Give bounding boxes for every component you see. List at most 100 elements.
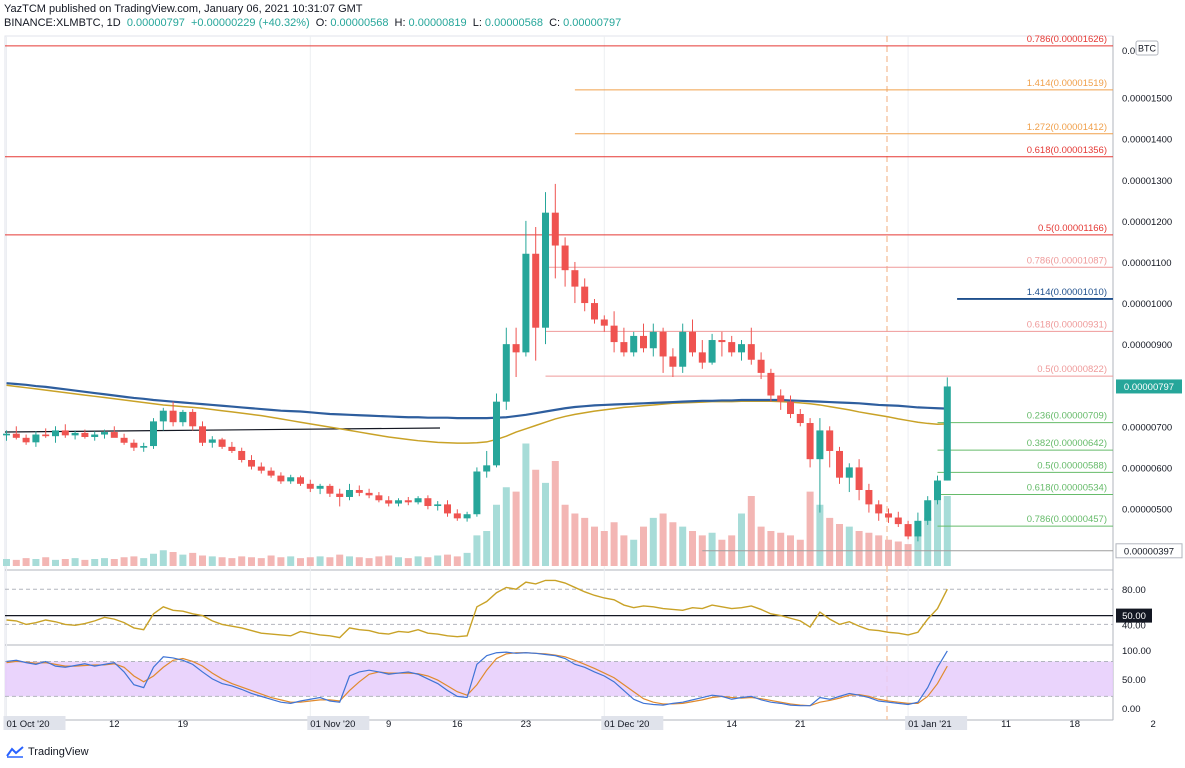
volume-bar	[199, 555, 206, 566]
volume-bar	[591, 526, 598, 566]
candle-body	[248, 460, 255, 467]
volume-bar	[620, 535, 628, 566]
candle-body	[728, 342, 736, 353]
volume-bar	[894, 541, 902, 566]
volume-bar	[228, 558, 236, 566]
fib-level-label: 0.5(0.00001166)	[1038, 223, 1107, 234]
stoch-band	[5, 661, 1113, 697]
candle-body	[581, 286, 589, 304]
candle-body	[22, 437, 30, 443]
candle-body	[502, 344, 510, 402]
candle-body	[894, 517, 902, 525]
volume-bar	[257, 558, 265, 566]
open-label: O:	[315, 17, 328, 29]
volume-bar	[542, 482, 549, 566]
price-tick-label: 0.00001300	[1122, 176, 1172, 187]
candle-body	[61, 430, 69, 436]
candle-body	[3, 433, 10, 436]
volume-bar	[346, 556, 353, 566]
volume-bar	[208, 556, 216, 566]
volume-bar	[473, 535, 481, 566]
candle-body	[649, 331, 657, 349]
price-tick-label: 0.00000500	[1122, 504, 1172, 515]
candle-body	[199, 426, 206, 443]
volume-bar	[532, 469, 540, 566]
volume-bar	[845, 526, 853, 566]
volume-bar	[267, 555, 275, 566]
volume-bar	[924, 517, 932, 566]
time-tick-label: 18	[1069, 719, 1080, 730]
time-month-chip	[601, 716, 664, 730]
volume-bar	[287, 556, 295, 566]
volume-bar	[640, 526, 647, 566]
ma100-line	[6, 384, 948, 444]
candle-body	[532, 253, 540, 328]
candle-body	[110, 432, 118, 438]
candle-body	[659, 331, 667, 357]
volume-bar	[463, 552, 471, 566]
volume-bar	[571, 513, 579, 566]
candle-body	[189, 411, 197, 427]
candle-body	[208, 439, 216, 443]
candle-body	[943, 386, 951, 481]
volume-bar	[551, 461, 559, 566]
candle-body	[434, 504, 442, 507]
candle-body	[679, 331, 687, 367]
time-tick-label: 01 Nov '20	[310, 719, 355, 730]
time-tick-label: 12	[109, 719, 120, 730]
candle-body	[826, 430, 834, 451]
volume-bar	[404, 558, 412, 566]
time-tick-label: 14	[726, 719, 737, 730]
volume-bar	[297, 558, 304, 566]
volume-bar	[934, 500, 941, 566]
candle-body	[787, 401, 794, 414]
candle-body	[287, 477, 295, 482]
published-text: YazTCM published on TradingView.com, Jan…	[4, 3, 363, 15]
candle-body	[306, 483, 314, 489]
volume-bar	[12, 559, 20, 566]
volume-bar	[689, 531, 696, 566]
stoch-tick-label: 100.00	[1122, 646, 1151, 657]
brand-name: TradingView	[28, 746, 89, 758]
candle-body	[238, 450, 246, 460]
volume-bar	[150, 553, 157, 566]
price-change: +0.00000229 (+40.32%)	[191, 17, 310, 29]
candle-body	[81, 432, 89, 437]
volume-bar	[130, 556, 138, 566]
volume-bar	[306, 557, 314, 566]
stoch-tick-label: 50.00	[1122, 675, 1146, 686]
unit-box	[1135, 40, 1159, 56]
candle-body	[463, 514, 471, 519]
volume-bar	[777, 532, 785, 566]
volume-bar	[169, 552, 177, 566]
time-tick-label: 2	[1150, 719, 1155, 730]
volume-bar	[669, 522, 677, 566]
candle-body	[169, 410, 177, 423]
candle-body	[120, 437, 128, 443]
price-tick-label: 0.00001500	[1122, 94, 1172, 105]
candle-body	[473, 471, 481, 515]
candle-body	[493, 401, 500, 466]
candle-body	[297, 477, 304, 484]
trendline	[4, 427, 441, 433]
volume-bar	[483, 531, 491, 566]
time-month-chip	[905, 716, 968, 730]
volume-bar	[738, 513, 745, 566]
stoch-k-line	[6, 650, 948, 707]
candle-body	[934, 480, 941, 501]
candle-body	[914, 520, 922, 537]
volume-bar	[630, 539, 638, 566]
volume-bar	[493, 504, 500, 566]
candle-body	[385, 500, 393, 504]
volume-bar	[140, 558, 148, 566]
fib-level-label: 0.618(0.00001356)	[1027, 145, 1107, 156]
time-tick-label: 16	[452, 719, 463, 730]
candle-body	[395, 500, 402, 504]
candle-body	[512, 344, 520, 353]
symbol-label: BINANCE:XLMBTC, 1D	[4, 17, 121, 29]
rsi-current-tag	[1116, 608, 1152, 623]
candle-body	[845, 467, 853, 478]
unit-label: BTC	[1138, 44, 1157, 54]
candle-body	[551, 212, 559, 246]
